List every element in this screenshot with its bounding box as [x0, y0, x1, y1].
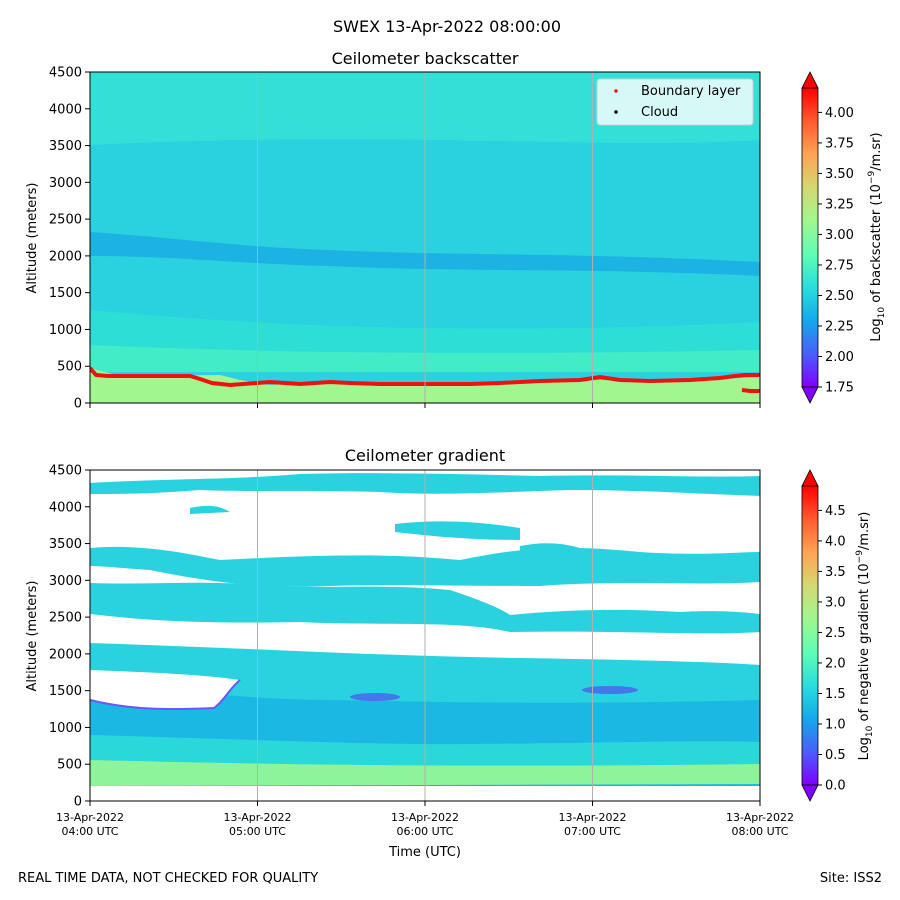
y-tick-label: 1000	[49, 323, 82, 338]
y-tick-label: 3000	[49, 574, 82, 589]
x-tick-label-date: 13-Apr-2022	[558, 811, 626, 824]
gradient-patch-3800	[190, 505, 230, 514]
colorbar-tick-label: 0.0	[825, 779, 846, 794]
y-tick-label: 4500	[49, 464, 82, 479]
backscatter-title: Ceilometer backscatter	[332, 49, 519, 68]
y-tick-label: 1000	[49, 721, 82, 736]
legend-box	[596, 78, 754, 126]
x-tick-label-time: 05:00 UTC	[229, 825, 286, 838]
gradient-dark-patch	[582, 686, 638, 694]
y-tick-label: 2500	[49, 213, 82, 228]
colorbar-tick-label: 1.5	[825, 687, 846, 702]
y-tick-label: 1500	[49, 286, 82, 301]
y-tick-label: 4500	[49, 66, 82, 81]
backscatter-ylabel: Altitude (meters)	[25, 183, 40, 294]
boundary-layer-line-tail	[741, 388, 760, 393]
colorbar-tick-label: 1.0	[825, 717, 846, 732]
backscatter-panel: Ceilometer backscatter 0 500 1000 1500 2000 2…	[25, 49, 887, 412]
colorbar-label: Log10 of negative gradient (10−9/m.sr)	[855, 512, 875, 761]
backscatter-x-gridlines	[257, 72, 593, 403]
footer-disclaimer: REAL TIME DATA, NOT CHECKED FOR QUALITY	[18, 871, 318, 886]
y-tick-label: 4000	[49, 500, 82, 515]
colorbar-extend-top	[801, 469, 819, 487]
colorbar-extend-bottom	[801, 784, 819, 802]
x-tick-label-date: 13-Apr-2022	[391, 811, 459, 824]
x-tick-label-date: 13-Apr-2022	[223, 811, 291, 824]
y-tick-label: 500	[57, 360, 82, 375]
colorbar-tick-label: 4.0	[825, 534, 846, 549]
y-tick-label: 2000	[49, 647, 82, 662]
y-tick-label: 3500	[49, 537, 82, 552]
gradient-panel: Ceilometer gradient 0 500 1000 1500 2000 2500…	[25, 446, 875, 860]
backscatter-y-ticks: 0 500 1000 1500 2000 2500 3000 3500 4000 4500	[49, 66, 90, 412]
y-tick-label: 4000	[49, 102, 82, 117]
gradient-patch-3850	[395, 521, 520, 540]
colorbar-tick-label: 2.25	[825, 319, 854, 334]
colorbar-tick-label: 4.5	[825, 504, 846, 519]
y-tick-label: 2000	[49, 249, 82, 264]
legend-label-boundary-layer: Boundary layer	[641, 84, 741, 99]
colorbar-tick-label: 2.75	[825, 258, 854, 273]
colorbar-tick-label: 3.25	[825, 197, 854, 212]
colorbar-tick-label: 1.75	[825, 381, 854, 396]
backscatter-colorbar: 1.75 2.00 2.25 2.50 2.75 3.00 3.25 3.50 3.75 4.00…	[801, 71, 887, 404]
colorbar-body	[801, 87, 819, 388]
colorbar-extend-top	[801, 71, 819, 89]
y-tick-label: 500	[57, 758, 82, 773]
colorbar-tick-label: 2.0	[825, 656, 846, 671]
legend: Boundary layer Cloud	[596, 78, 754, 126]
y-tick-label: 2500	[49, 611, 82, 626]
colorbar-ticks: 1.75 2.00 2.25 2.50 2.75 3.00 3.25 3.50 3.75 4.00	[818, 106, 854, 396]
x-tick-label-date: 13-Apr-2022	[726, 811, 794, 824]
gradient-gap-region	[90, 670, 240, 710]
y-tick-label: 0	[74, 795, 82, 810]
x-tick-label-time: 08:00 UTC	[731, 825, 788, 838]
y-tick-label: 3000	[49, 176, 82, 191]
x-tick-label-time: 04:00 UTC	[61, 825, 118, 838]
figure-title: SWEX 13-Apr-2022 08:00:00	[333, 17, 561, 36]
x-tick-label-time: 06:00 UTC	[396, 825, 453, 838]
colorbar-tick-label: 3.50	[825, 167, 854, 182]
colorbar-tick-label: 4.00	[825, 106, 854, 121]
colorbar-tick-label: 3.0	[825, 595, 846, 610]
colorbar-body	[801, 485, 819, 786]
x-tick-label-time: 07:00 UTC	[564, 825, 621, 838]
colorbar-tick-label: 0.5	[825, 748, 846, 763]
legend-marker-boundary-layer	[614, 89, 618, 93]
boundary-layer-line	[90, 366, 760, 388]
legend-label-cloud: Cloud	[641, 105, 678, 120]
colorbar-tick-label: 3.5	[825, 565, 846, 580]
gradient-colorbar: 0.0 0.5 1.0 1.5 2.0 2.5 3.0 3.5 4.0 4.5 Log10 of …	[801, 469, 875, 802]
footer-site: Site: ISS2	[820, 871, 882, 886]
colorbar-tick-label: 3.75	[825, 136, 854, 151]
gradient-y-ticks: 0 500 1000 1500 2000 2500 3000 3500 4000 4500	[49, 464, 90, 810]
legend-marker-cloud	[614, 110, 618, 114]
colorbar-tick-label: 2.50	[825, 289, 854, 304]
y-tick-label: 0	[74, 397, 82, 412]
gradient-dark-patch	[350, 693, 400, 701]
y-tick-label: 1500	[49, 684, 82, 699]
y-tick-label: 3500	[49, 139, 82, 154]
colorbar-tick-label: 2.5	[825, 626, 846, 641]
colorbar-label: Log10 of backscatter (10−9/m.sr)	[867, 132, 887, 341]
x-tick-label-date: 13-Apr-2022	[56, 811, 124, 824]
colorbar-tick-label: 2.00	[825, 350, 854, 365]
gradient-ylabel: Altitude (meters)	[25, 581, 40, 692]
gradient-xlabel: Time (UTC)	[388, 845, 461, 860]
gradient-title: Ceilometer gradient	[345, 446, 505, 465]
colorbar-extend-bottom	[801, 386, 819, 404]
colorbar-ticks: 0.0 0.5 1.0 1.5 2.0 2.5 3.0 3.5 4.0 4.5	[818, 504, 846, 794]
gradient-gap-edge	[90, 679, 241, 711]
colorbar-tick-label: 3.00	[825, 228, 854, 243]
backscatter-x-ticks	[89, 403, 761, 408]
gradient-patch-3400	[520, 543, 580, 556]
gradient-x-gridlines	[257, 470, 593, 801]
